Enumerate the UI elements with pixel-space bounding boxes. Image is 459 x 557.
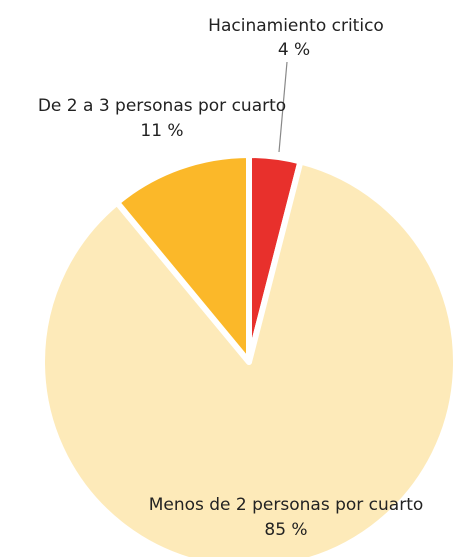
slice-value-label: 4 %: [278, 40, 310, 60]
slice-value-label: 85 %: [264, 520, 307, 540]
slice-value-label: 11 %: [140, 121, 183, 141]
pie-slice: [39, 158, 459, 557]
pie-slice: [114, 152, 252, 365]
slice-label: Hacinamiento critico: [208, 16, 384, 36]
slice-label: De 2 a 3 personas por cuarto: [38, 96, 286, 116]
slice-label: Menos de 2 personas por cuarto: [149, 495, 424, 515]
leader-line: [278, 61, 288, 153]
